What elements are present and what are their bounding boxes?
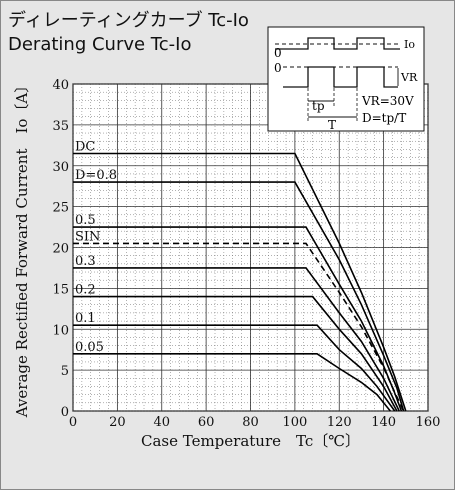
chart-title-jp: ディレーティングカーブ Tc-Io — [8, 10, 249, 31]
duty-formula-label: D=tp/T — [362, 111, 406, 125]
series-label: SIN — [75, 229, 100, 244]
y-tick-label: 25 — [52, 201, 69, 216]
io-label: Io — [404, 38, 415, 51]
series-line — [73, 242, 405, 412]
zero-label-2: 0 — [274, 61, 282, 75]
x-tick-label: 100 — [282, 415, 307, 430]
io-waveform — [275, 37, 400, 50]
x-tick-label: 40 — [153, 415, 170, 430]
vr-label: VR — [400, 71, 418, 84]
x-tick-label: 120 — [327, 415, 352, 430]
series-line — [73, 181, 405, 412]
series-label: 0.2 — [75, 283, 96, 298]
series-label: 0.05 — [75, 340, 104, 355]
y-tick-label: 5 — [61, 364, 69, 379]
grid — [72, 83, 429, 412]
y-tick-label: 0 — [61, 405, 69, 420]
y-tick-label: 30 — [52, 160, 69, 175]
series-label: 0.5 — [75, 213, 96, 228]
y-tick-label: 40 — [52, 78, 69, 93]
pulse-waveform-inset: 0 Io 0 VR tp T VR=30V D=tp/T — [267, 26, 425, 132]
y-tick-label: 35 — [52, 119, 69, 134]
chart-title-en: Derating Curve Tc-Io — [8, 34, 192, 55]
x-tick-label: 140 — [371, 415, 396, 430]
period-label: T — [328, 118, 336, 132]
y-tick-label: 15 — [52, 282, 69, 297]
x-tick-label: 60 — [198, 415, 215, 430]
y-tick-label: 20 — [52, 242, 69, 257]
x-tick-label: 80 — [242, 415, 259, 430]
series-label: 0.3 — [75, 254, 96, 269]
series-line — [73, 324, 396, 412]
series-line — [73, 226, 403, 412]
x-axis-label: Case Temperature Tc〔℃〕 — [141, 432, 360, 450]
tick-labels: 0 20 40 60 80 100 120 140 160 0 5 10 15 20 25 30 35 40 — [52, 78, 440, 430]
tp-label: tp — [312, 99, 325, 113]
vr-value-label: VR=30V — [361, 94, 414, 108]
x-tick-label: 0 — [69, 415, 77, 430]
x-tick-label: 160 — [416, 415, 441, 430]
series-label: DC — [75, 139, 95, 154]
series-label: D=0.8 — [75, 168, 117, 183]
zero-label-1: 0 — [274, 46, 282, 60]
series-line — [73, 267, 400, 412]
x-tick-label: 20 — [109, 415, 126, 430]
series-group — [73, 152, 407, 412]
vr-waveform — [283, 66, 398, 88]
series-line — [73, 152, 407, 412]
y-tick-label: 10 — [52, 323, 69, 338]
y-axis-label: Average Rectified Forward Current Io〔A〕 — [13, 78, 31, 419]
series-label: 0.1 — [75, 311, 96, 326]
series-line — [73, 352, 391, 412]
series-line — [73, 295, 398, 412]
